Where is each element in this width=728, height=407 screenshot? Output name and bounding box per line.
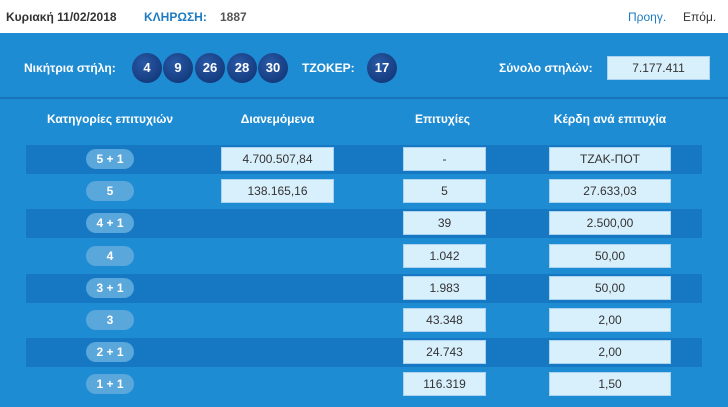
joker-label: ΤΖΟΚΕΡ: xyxy=(302,61,355,75)
date: Κυριακή 11/02/2018 xyxy=(6,10,117,24)
total-label: Σύνολο στηλών: xyxy=(499,61,593,75)
prev-link[interactable]: Προηγ. xyxy=(628,10,667,24)
draw-number: 1887 xyxy=(220,10,247,24)
winners-box: 39 xyxy=(403,211,486,236)
winners-box: - xyxy=(403,147,486,171)
divider xyxy=(0,97,728,99)
prize-box: 1,50 xyxy=(549,372,671,397)
category-pill: 5 + 1 xyxy=(86,149,134,169)
distributed-box: 138.165,16 xyxy=(221,179,334,204)
category-pill: 3 xyxy=(86,310,134,330)
category-pill: 2 + 1 xyxy=(86,342,134,363)
category-pill: 4 + 1 xyxy=(86,213,134,234)
number-ball: 9 xyxy=(163,53,193,83)
winning-label: Νικήτρια στήλη: xyxy=(24,61,116,75)
number-ball: 26 xyxy=(195,53,225,83)
prize-box: ΤΖΑΚ-ΠΟΤ xyxy=(549,147,671,171)
winners-box: 5 xyxy=(403,179,486,204)
prize-box: 50,00 xyxy=(549,275,671,300)
column-header: Διανεμόμενα xyxy=(240,112,315,126)
prize-box: 2.500,00 xyxy=(549,211,671,236)
category-pill: 3 + 1 xyxy=(86,277,134,298)
number-ball: 4 xyxy=(132,53,162,83)
category-pill: 5 xyxy=(86,181,134,202)
column-header: Κατηγορίες επιτυχιών xyxy=(46,112,174,126)
prize-box: 27.633,03 xyxy=(549,179,671,204)
number-ball: 28 xyxy=(227,53,257,83)
category-pill: 1 + 1 xyxy=(86,374,134,395)
category-pill: 4 xyxy=(86,245,134,266)
prize-box: 2,00 xyxy=(549,340,671,365)
next-link[interactable]: Επόμ. xyxy=(683,10,717,24)
column-header: Επιτυχίες xyxy=(414,112,471,126)
total-box: 7.177.411 xyxy=(607,56,710,80)
number-ball: 30 xyxy=(258,53,288,83)
winners-box: 1.983 xyxy=(403,275,486,300)
winners-box: 24.743 xyxy=(403,340,486,365)
winners-box: 1.042 xyxy=(403,243,486,268)
joker-ball: 17 xyxy=(367,53,397,83)
winners-box: 43.348 xyxy=(403,308,486,332)
winners-box: 116.319 xyxy=(403,372,486,397)
distributed-box: 4.700.507,84 xyxy=(221,147,334,171)
draw-label: ΚΛΗΡΩΣΗ: xyxy=(144,10,207,24)
prize-box: 50,00 xyxy=(549,243,671,268)
prize-box: 2,00 xyxy=(549,308,671,332)
column-header: Κέρδη ανά επιτυχία xyxy=(553,112,667,126)
